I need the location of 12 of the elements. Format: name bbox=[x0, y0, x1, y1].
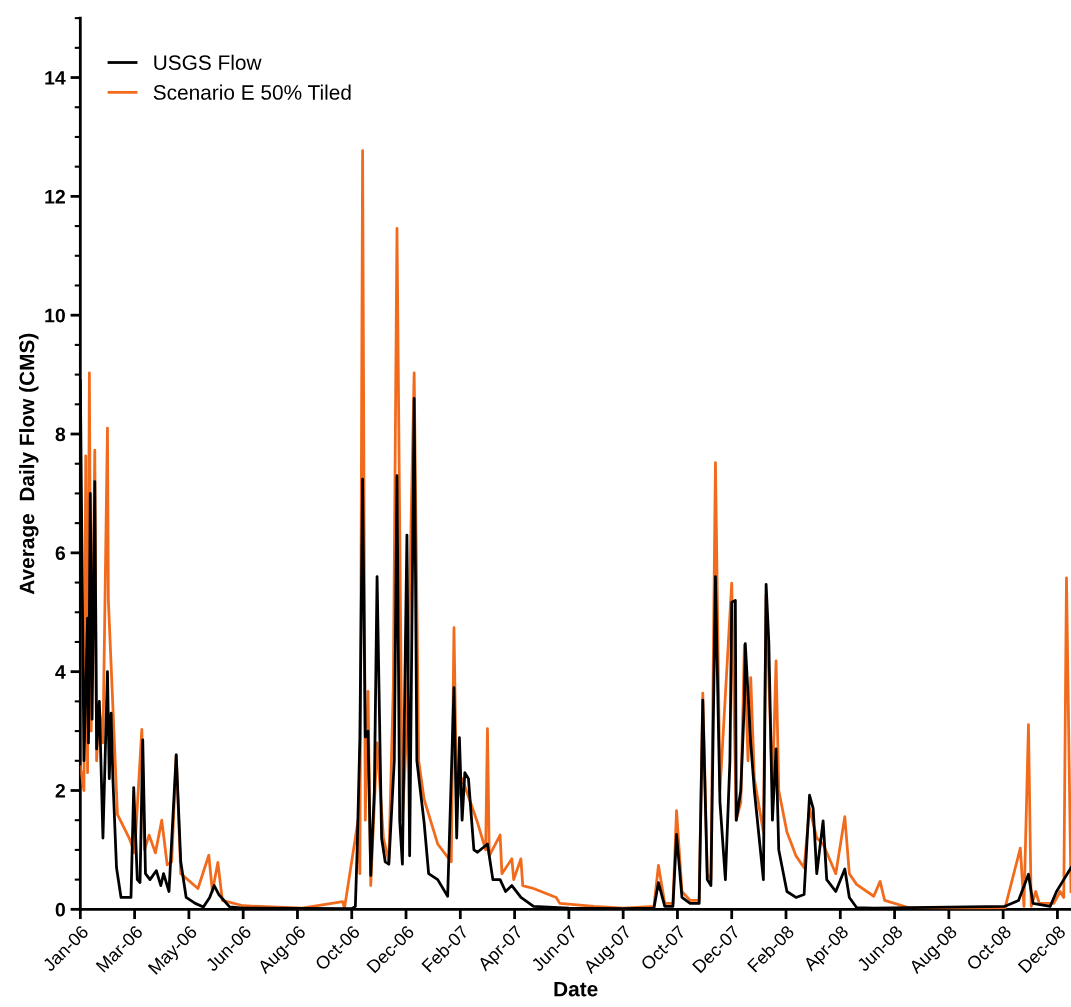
legend-label: USGS Flow bbox=[154, 54, 262, 70]
y-tick-label: 8 bbox=[55, 427, 66, 442]
y-tick-label: 12 bbox=[45, 189, 65, 204]
y-tick-label: 14 bbox=[45, 71, 66, 85]
legend-label: Scenario E 50% Tiled bbox=[153, 84, 351, 100]
x-axis-title: Date bbox=[554, 981, 598, 997]
y-tick-label: 6 bbox=[55, 546, 66, 561]
y-tick-label: 0 bbox=[55, 902, 65, 917]
y-tick-label: 2 bbox=[55, 783, 65, 798]
y-axis-title: Average Daily Flow (CMS) bbox=[19, 333, 39, 595]
y-tick-label: 4 bbox=[55, 665, 66, 679]
y-tick-label: 10 bbox=[45, 308, 65, 323]
